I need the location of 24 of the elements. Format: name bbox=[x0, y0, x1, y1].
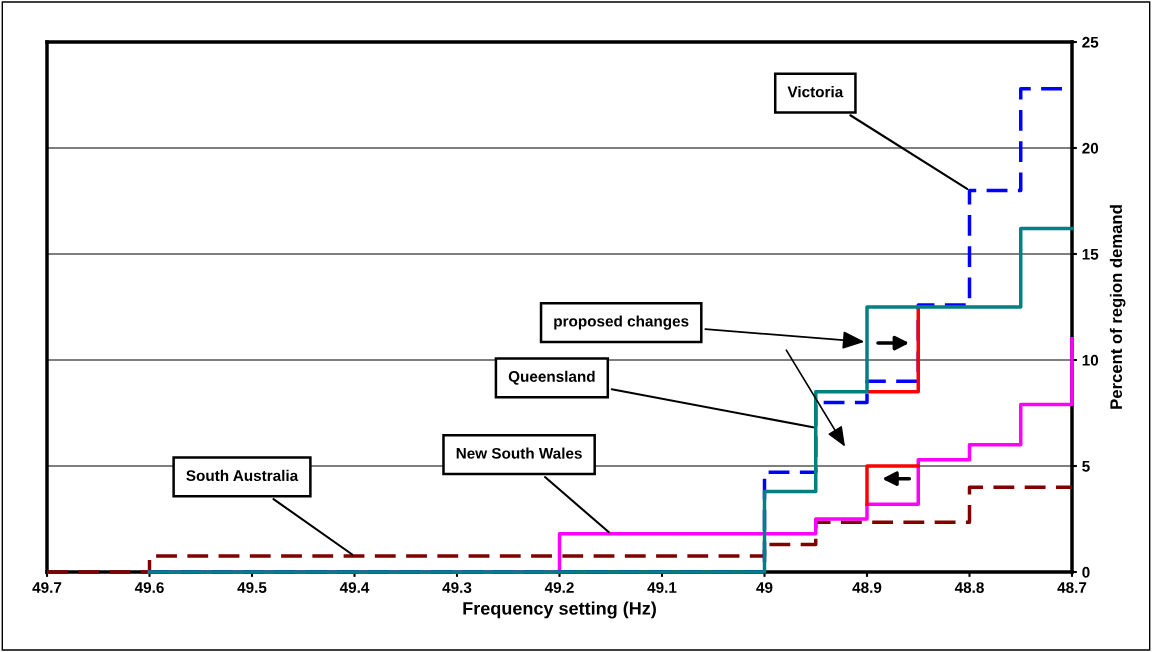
x-axis-title: Frequency setting (Hz) bbox=[463, 601, 656, 619]
y-tick-label: 20 bbox=[1082, 142, 1099, 154]
x-tick-label: 49.2 bbox=[544, 582, 574, 593]
x-tick-label: 48.7 bbox=[1057, 582, 1087, 593]
annotation: proposed changes bbox=[554, 315, 689, 330]
annotation: Queensland bbox=[508, 370, 595, 385]
x-tick-label: 49.1 bbox=[647, 582, 677, 593]
y-axis-title: Percent of region demand bbox=[1109, 205, 1126, 409]
y-tick-label: 5 bbox=[1082, 461, 1090, 472]
y-tick-label: 15 bbox=[1082, 249, 1099, 260]
x-tick-label: 48.8 bbox=[954, 582, 984, 593]
x-tick-label: 49.5 bbox=[237, 582, 267, 593]
annotation: New South Wales bbox=[456, 447, 582, 459]
annotation: South Australia bbox=[186, 469, 299, 482]
y-tick-label: 10 bbox=[1082, 354, 1099, 366]
annotation: Victoria bbox=[787, 86, 844, 98]
x-tick-label: 49.7 bbox=[32, 582, 62, 593]
y-tick-label: 0 bbox=[1082, 566, 1090, 578]
x-tick-label: 49.6 bbox=[134, 582, 164, 593]
x-tick-label: 49 bbox=[756, 582, 773, 593]
x-tick-label: 49.3 bbox=[442, 582, 472, 593]
x-tick-label: 49.4 bbox=[339, 582, 370, 593]
y-tick-label: 25 bbox=[1082, 36, 1099, 48]
x-tick-label: 48.9 bbox=[852, 582, 882, 593]
